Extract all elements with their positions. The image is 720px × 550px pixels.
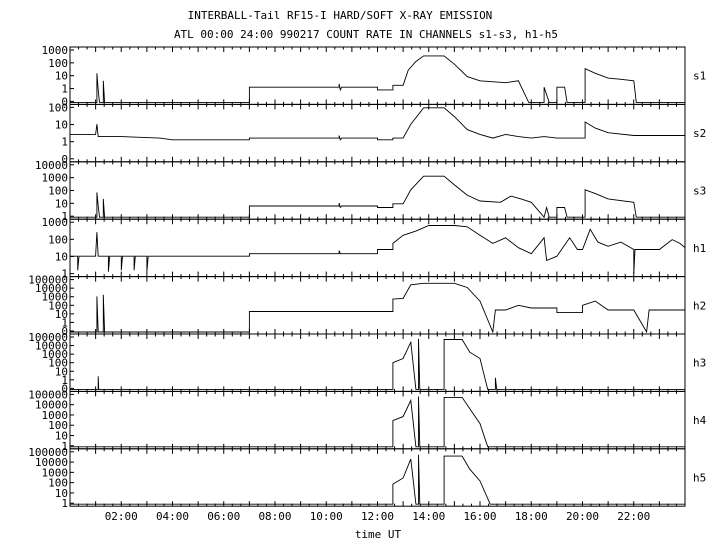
y-tick-label: 100 (48, 419, 68, 432)
y-tick-label: 10 (55, 365, 68, 378)
y-tick-label: 100 (48, 185, 68, 198)
panel-frame (69, 46, 686, 105)
channel-label-s3: s3 (693, 185, 706, 198)
y-tick-label: 1 (61, 374, 68, 387)
y-tick-label: 1 (61, 497, 68, 510)
x-tick-label: 12:00 (361, 510, 394, 523)
y-tick-label: 1000 (42, 291, 69, 304)
series-s1 (70, 55, 685, 103)
y-tick-label: 1000 (42, 44, 69, 57)
y-tick-label: 1000 (42, 172, 69, 185)
channel-label-h1: h1 (693, 242, 706, 255)
panel-frame (69, 103, 686, 163)
y-tick-label: 1000 (42, 348, 69, 361)
y-tick-label: 100000 (28, 388, 68, 401)
y-tick-label: 10000 (35, 159, 68, 172)
channel-label-h4: h4 (693, 414, 707, 427)
y-tick-label: 0 (61, 382, 68, 395)
series-s3 (70, 175, 685, 219)
x-tick-label: 14:00 (412, 510, 445, 523)
y-tick-label: 100 (48, 233, 68, 246)
x-tick-label: 16:00 (463, 510, 496, 523)
y-tick-label: 1 (61, 316, 68, 329)
y-tick-label: 10 (55, 308, 68, 321)
panel-frame (69, 218, 686, 278)
y-tick-label: 1000 (42, 466, 69, 479)
y-tick-label: 0 (61, 95, 68, 108)
y-tick-label: 100000 (28, 274, 68, 287)
panels: 10001001010s11001010s2100001000100101s31… (28, 44, 706, 510)
y-tick-label: 0 (61, 153, 68, 166)
y-tick-label: 1 (61, 136, 68, 149)
y-tick-label: 1 (61, 210, 68, 223)
y-tick-label: 1000 (42, 409, 69, 422)
y-tick-label: 0 (61, 325, 68, 338)
chart-title: INTERBALL-Tail RF15-I HARD/SOFT X-RAY EM… (188, 9, 493, 22)
panel-frame (69, 161, 686, 220)
y-tick-label: 100000 (28, 446, 68, 459)
y-tick-label: 1 (61, 83, 68, 96)
y-tick-label: 100000 (28, 331, 68, 344)
y-tick-label: 10000 (35, 340, 68, 353)
series-s2 (70, 107, 685, 141)
x-tick-label: 20:00 (566, 510, 599, 523)
panel-frame (69, 390, 686, 450)
y-tick-label: 10 (55, 250, 68, 263)
series-h5 (70, 454, 685, 505)
y-tick-label: 10000 (35, 282, 68, 295)
channel-label-s1: s1 (693, 70, 706, 83)
y-tick-label: 1 (61, 268, 68, 281)
x-axis-label: time UT (355, 528, 402, 541)
x-tick-label: 10:00 (310, 510, 343, 523)
y-tick-label: 10000 (35, 456, 68, 469)
y-tick-label: 10 (55, 197, 68, 210)
y-tick-label: 10 (55, 487, 68, 500)
y-tick-label: 100 (48, 57, 68, 70)
panel-frame (69, 276, 686, 335)
y-tick-label: 1000 (42, 216, 69, 229)
x-tick-label: 18:00 (515, 510, 548, 523)
series-h3 (70, 338, 685, 390)
channel-label-s2: s2 (693, 127, 706, 140)
y-tick-label: 100 (48, 357, 68, 370)
x-axis: 02:00 04:00 06:00 08:00 10:00 12:00 14:00 16:00… (105, 510, 651, 523)
chart-subtitle: ATL 00:00 24:00 990217 COUNT RATE IN CHA… (174, 28, 558, 41)
series-h4 (70, 396, 685, 448)
y-tick-label: 10 (55, 119, 68, 132)
panel-h1: 1000 100 10 1 h1 (42, 216, 707, 280)
y-tick-label: 100 (48, 101, 68, 114)
x-tick-label: 08:00 (258, 510, 291, 523)
channel-label-h2: h2 (693, 299, 706, 312)
y-tick-label: 1 (61, 440, 68, 453)
x-tick-label: 04:00 (156, 510, 189, 523)
x-tick-label: 22:00 (617, 510, 650, 523)
x-tick-label: 02:00 (105, 510, 138, 523)
y-tick-label: 100 (48, 299, 68, 312)
panel-frame (69, 448, 686, 507)
channel-label-h5: h5 (693, 472, 706, 485)
channel-label-h3: h3 (693, 357, 706, 370)
x-tick-label: 06:00 (207, 510, 240, 523)
y-tick-label: 100 (48, 477, 68, 490)
series-h1 (70, 225, 686, 274)
y-tick-label: 10000 (35, 399, 68, 412)
y-tick-label: 10 (55, 70, 68, 83)
series-h2 (70, 282, 685, 334)
panel-frame (69, 333, 686, 392)
y-tick-label: 10 (55, 430, 68, 443)
